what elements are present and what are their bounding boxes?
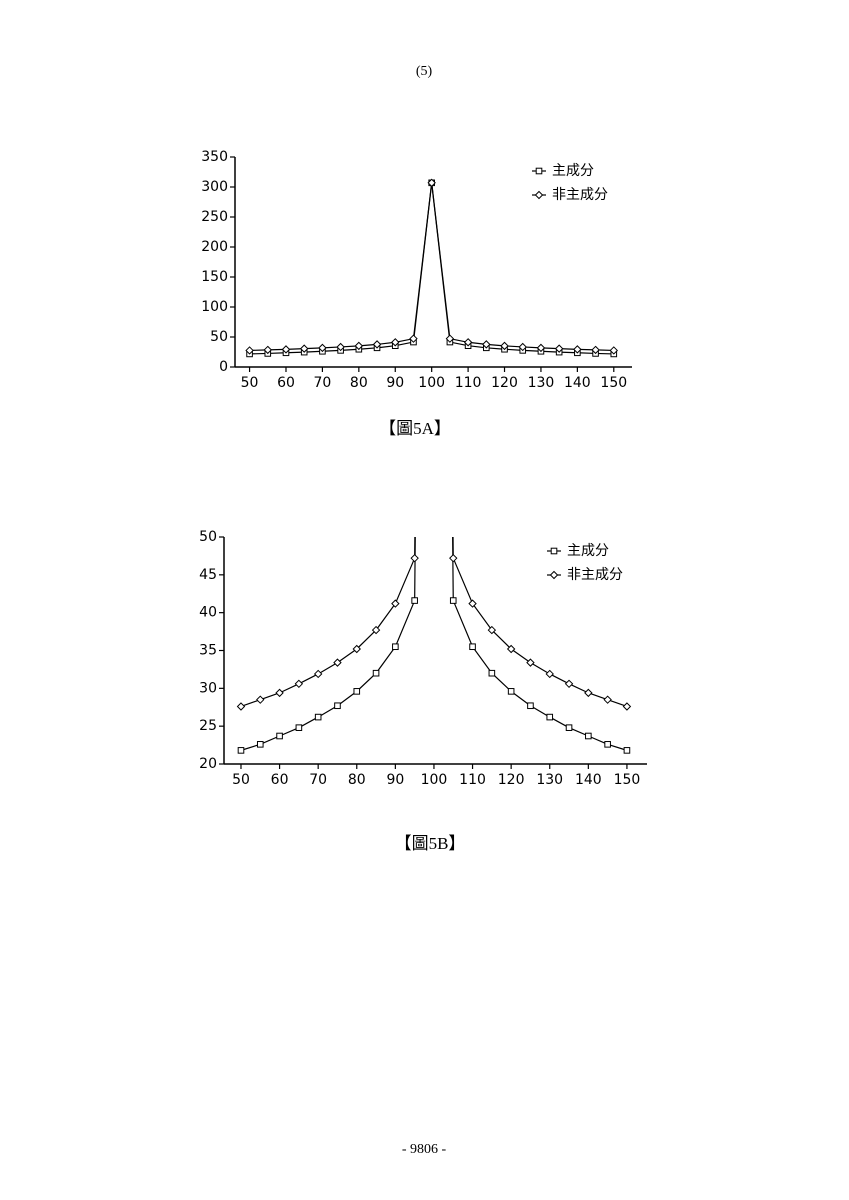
marker bbox=[238, 748, 244, 754]
marker bbox=[528, 703, 534, 709]
y-tick-label: 45 bbox=[199, 567, 217, 583]
x-tick-label: 110 bbox=[459, 772, 486, 788]
marker bbox=[393, 644, 399, 650]
y-tick-label: 200 bbox=[201, 239, 228, 255]
marker bbox=[277, 733, 283, 739]
x-tick-label: 120 bbox=[498, 772, 525, 788]
y-tick-label: 250 bbox=[201, 209, 228, 225]
x-tick-label: 150 bbox=[614, 772, 641, 788]
marker bbox=[470, 644, 476, 650]
marker bbox=[508, 689, 514, 695]
page: (5) - 9806 - 0 50 100 150 200 250 300 350 50 60 70… bbox=[0, 0, 849, 1200]
legend-label: 非主成分 bbox=[567, 567, 623, 583]
x-tick-label: 140 bbox=[564, 375, 591, 391]
x-tick-label: 100 bbox=[418, 375, 445, 391]
y-tick-label: 40 bbox=[199, 605, 217, 621]
marker bbox=[605, 742, 611, 748]
y-tick-label: 50 bbox=[199, 529, 217, 545]
x-tick-label: 50 bbox=[241, 375, 259, 391]
y-tick-label: 25 bbox=[199, 718, 217, 734]
x-tick-label: 60 bbox=[277, 375, 295, 391]
marker bbox=[624, 748, 630, 754]
x-tick-label: 130 bbox=[528, 375, 555, 391]
x-tick-label: 110 bbox=[455, 375, 482, 391]
x-tick-label: 140 bbox=[575, 772, 602, 788]
y-tick-label: 300 bbox=[201, 179, 228, 195]
x-tick-label: 90 bbox=[386, 772, 404, 788]
x-tick-label: 90 bbox=[386, 375, 404, 391]
x-tick-label: 70 bbox=[309, 772, 327, 788]
marker bbox=[489, 670, 495, 676]
marker bbox=[450, 598, 456, 604]
page-header: (5) bbox=[416, 64, 433, 79]
marker bbox=[257, 742, 263, 748]
figure-caption: 【圖5B】 bbox=[395, 834, 466, 853]
x-tick-label: 50 bbox=[232, 772, 250, 788]
y-tick-label: 20 bbox=[199, 756, 217, 772]
y-tick-label: 35 bbox=[199, 643, 217, 659]
legend-marker bbox=[536, 168, 542, 174]
y-tick-label: 150 bbox=[201, 269, 228, 285]
y-tick-label: 350 bbox=[201, 149, 228, 165]
marker bbox=[335, 703, 341, 709]
x-tick-label: 120 bbox=[491, 375, 518, 391]
page-background bbox=[0, 0, 849, 1200]
x-tick-label: 100 bbox=[421, 772, 448, 788]
y-tick-label: 0 bbox=[219, 359, 228, 375]
x-tick-label: 150 bbox=[600, 375, 627, 391]
marker bbox=[296, 725, 302, 731]
figure-caption: 【圖5A】 bbox=[379, 419, 451, 438]
legend-label: 主成分 bbox=[552, 163, 594, 179]
x-tick-label: 80 bbox=[350, 375, 368, 391]
marker bbox=[547, 714, 553, 720]
y-tick-label: 30 bbox=[199, 680, 217, 696]
marker bbox=[373, 670, 379, 676]
legend-label: 主成分 bbox=[567, 543, 609, 559]
x-tick-label: 130 bbox=[536, 772, 563, 788]
y-tick-label: 50 bbox=[210, 329, 228, 345]
legend-label: 非主成分 bbox=[552, 187, 608, 203]
marker bbox=[315, 714, 321, 720]
marker bbox=[586, 733, 592, 739]
marker bbox=[412, 598, 418, 604]
marker bbox=[566, 725, 572, 731]
page-number: - 9806 - bbox=[402, 1142, 447, 1157]
y-tick-label: 100 bbox=[201, 299, 228, 315]
x-tick-label: 60 bbox=[271, 772, 289, 788]
legend-marker bbox=[551, 548, 557, 554]
marker bbox=[354, 689, 360, 695]
x-tick-label: 80 bbox=[348, 772, 366, 788]
x-tick-label: 70 bbox=[313, 375, 331, 391]
